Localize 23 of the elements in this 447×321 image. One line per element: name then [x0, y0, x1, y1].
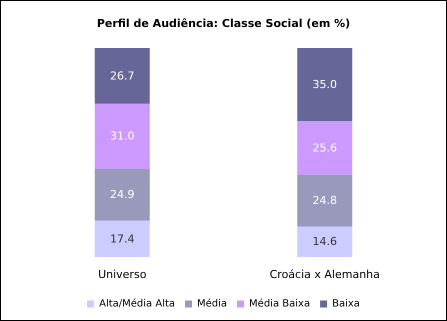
bar [94, 168, 150, 221]
bar [297, 226, 352, 257]
legend-label: Média [197, 298, 228, 310]
bar [94, 48, 150, 104]
bar [94, 220, 150, 257]
data-label: 26.7 [110, 69, 134, 82]
x-tick-label: Croácia x Alemanha [270, 268, 380, 281]
data-label: 14.6 [312, 235, 337, 248]
legend-label: Baixa [332, 298, 360, 310]
data-label: 31.0 [110, 130, 134, 143]
bar [297, 121, 352, 175]
bar [297, 48, 352, 122]
chart-title: Perfil de Audiência: Classe Social (em %) [96, 17, 350, 30]
x-tick-label: Universo [98, 268, 147, 281]
legend-label: Alta/Média Alta [99, 298, 176, 310]
data-label: 17.4 [110, 232, 134, 246]
data-label: 24.8 [312, 194, 337, 208]
data-label: 24.9 [110, 188, 134, 202]
data-label: 35.0 [312, 78, 337, 92]
bar [297, 174, 352, 226]
legend-label: Média Baixa [249, 298, 310, 310]
data-label: 25.6 [312, 141, 337, 154]
bar [94, 104, 150, 169]
